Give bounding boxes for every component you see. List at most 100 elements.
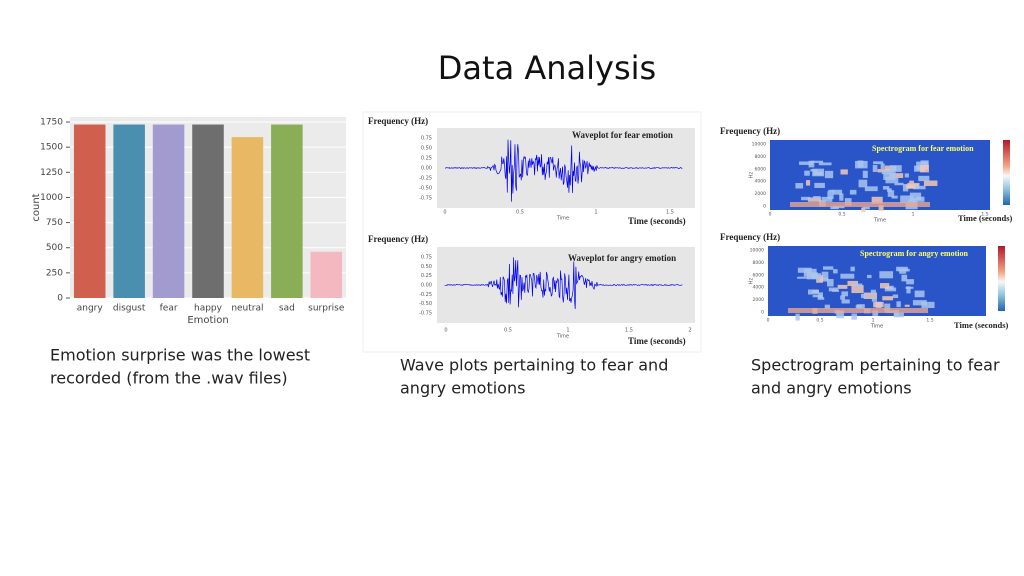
spectrogram-patch bbox=[909, 180, 914, 184]
waveform bbox=[444, 257, 683, 310]
spectrogram-patch bbox=[882, 296, 894, 301]
caption-line: Spectrogram pertaining to fear bbox=[751, 356, 1000, 375]
caption-line: angry emotions bbox=[400, 379, 525, 398]
x-tick-label: neutral bbox=[231, 304, 263, 314]
spectrogram-patch bbox=[806, 272, 818, 280]
spectrogram-y-small: Hz bbox=[749, 171, 755, 178]
waveform bbox=[444, 139, 683, 202]
waveplot-y-tick: 0.50 bbox=[421, 264, 432, 270]
x-tick-label: happy bbox=[194, 304, 223, 314]
spectrogram-patch bbox=[921, 301, 935, 308]
waveplot-y-tick: 0.75 bbox=[421, 136, 432, 142]
spectrogram-patch bbox=[797, 276, 811, 279]
spectrogram-patch bbox=[884, 303, 891, 312]
spectrogram-x-tick: 0 bbox=[769, 212, 772, 218]
spectrogram-patch bbox=[898, 268, 910, 272]
spectrogram-patch bbox=[836, 310, 845, 319]
bar bbox=[192, 124, 224, 299]
y-tick-label: 500 bbox=[46, 243, 63, 253]
spectrogram-patch bbox=[889, 173, 904, 179]
waveplot-y-tick: 0.00 bbox=[421, 166, 432, 172]
spectrogram-x-tick: 1.5 bbox=[926, 318, 933, 324]
spectrogram-patch bbox=[804, 170, 810, 176]
spectrogram-patch bbox=[841, 291, 849, 297]
spectrogram-patch bbox=[870, 289, 876, 295]
spectrogram-patch bbox=[808, 160, 815, 168]
spectrogram-patch bbox=[824, 170, 834, 179]
spectrogram-y-tick: 10000 bbox=[750, 248, 764, 254]
waveplot-y-label: Frequency (Hz) bbox=[368, 116, 428, 126]
spectrogram-patch bbox=[856, 304, 865, 309]
colorbar bbox=[1003, 140, 1010, 205]
x-tick-label: surprise bbox=[308, 304, 345, 314]
spectrogram-patch bbox=[905, 286, 914, 289]
spectrogram-patch bbox=[840, 295, 846, 300]
spectrogram-patch bbox=[881, 169, 896, 175]
spectrogram-patch bbox=[811, 160, 824, 163]
spectrogram-patch bbox=[912, 300, 927, 306]
spectrogram-patch bbox=[807, 197, 822, 202]
spectrogram-y-tick: 4000 bbox=[755, 179, 767, 185]
spectrogram-x-label: Time (seconds) bbox=[954, 320, 1009, 330]
spectrogram-patch bbox=[918, 175, 930, 182]
spectrogram-y-tick: 0 bbox=[763, 204, 766, 210]
spectrogram-patch bbox=[923, 180, 938, 186]
spectrogram-patch bbox=[893, 310, 899, 317]
bar bbox=[310, 251, 343, 298]
waveplot-x-tick: 1 bbox=[594, 210, 597, 216]
spectrogram-patch bbox=[860, 293, 867, 299]
spectrogram-patch bbox=[840, 169, 848, 175]
spectrogram-patch bbox=[821, 196, 833, 202]
spectrogram-band bbox=[790, 202, 930, 207]
spectrogram-x-label: Time (seconds) bbox=[958, 213, 1013, 223]
spectrogram-patch bbox=[849, 189, 857, 195]
spectrogram-patch bbox=[887, 188, 892, 192]
spectrogram-patch bbox=[801, 196, 810, 201]
waveplot-y-tick: -0.75 bbox=[419, 196, 432, 202]
spectrogram-x-tick: 1 bbox=[872, 318, 875, 324]
spectrogram-patch bbox=[812, 168, 825, 177]
spectrogram-patch bbox=[902, 184, 909, 192]
spectrogram-x-tick: 0.5 bbox=[816, 318, 823, 324]
spectrogram-patch bbox=[833, 269, 838, 274]
spectrogram-patch bbox=[912, 198, 918, 204]
spectrogram-patch bbox=[891, 195, 898, 199]
spectrogram-patch bbox=[854, 283, 863, 287]
spectrogram-y-small: Hz bbox=[749, 277, 755, 284]
spectrogram-patch bbox=[871, 196, 883, 204]
spectrogram-patch bbox=[827, 191, 834, 200]
spectrogram-patch bbox=[880, 163, 885, 170]
spectrogram-patch bbox=[882, 186, 890, 190]
spectrogram-patch bbox=[828, 287, 838, 292]
spectrogram-patch bbox=[904, 173, 909, 178]
spectrogram-patch bbox=[824, 304, 831, 309]
bar bbox=[271, 124, 303, 299]
waveplot-y-tick: -0.50 bbox=[419, 186, 432, 192]
waveplot-title: Waveplot for angry emotion bbox=[568, 253, 676, 263]
spectrogram-patch bbox=[812, 295, 823, 298]
spectrogram-patch bbox=[861, 207, 866, 213]
spectrogram-patch bbox=[828, 189, 834, 192]
spectrogram-x-tick: 0.5 bbox=[838, 212, 845, 218]
spectrogram-patch bbox=[894, 182, 904, 186]
spectrogram-patch bbox=[817, 297, 825, 300]
y-tick-label: 1500 bbox=[40, 143, 63, 153]
spectrogram-patch bbox=[883, 173, 896, 180]
spectrogram-patch bbox=[873, 301, 884, 308]
spectrogram-y-tick: 10000 bbox=[752, 142, 766, 148]
spectrogram-y-label: Frequency (Hz) bbox=[720, 126, 780, 136]
waveplot-y-tick: -0.75 bbox=[419, 311, 432, 317]
spectrogram-patch bbox=[837, 284, 848, 289]
spectrogram-patch bbox=[827, 279, 834, 287]
spectrogram-patch bbox=[906, 286, 911, 294]
spectrogram-patch bbox=[858, 179, 868, 188]
spectrogram-x-small: Time bbox=[870, 324, 883, 330]
spectrogram-patch bbox=[878, 205, 884, 211]
waveplot-x-small: Time bbox=[556, 334, 569, 340]
spectrogram-patch bbox=[857, 160, 864, 168]
caption-line: Wave plots pertaining to fear and bbox=[400, 356, 668, 375]
spectrogram-patch bbox=[830, 206, 839, 210]
spectrogram-patch bbox=[851, 313, 857, 320]
spectrogram-y-tick: 8000 bbox=[755, 154, 767, 160]
